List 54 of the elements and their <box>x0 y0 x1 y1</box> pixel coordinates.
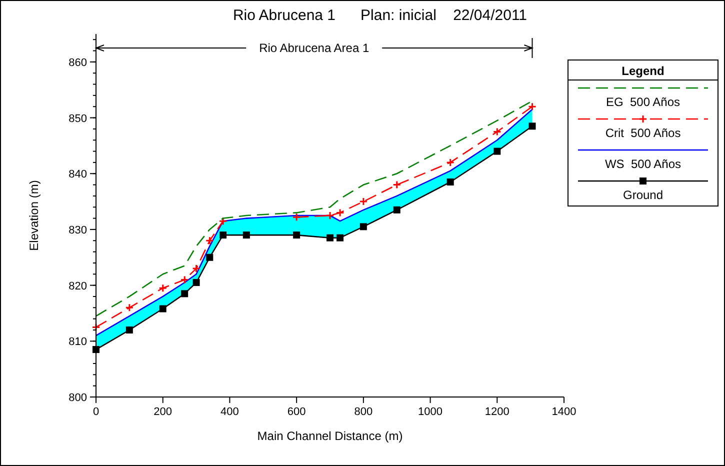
point <box>528 122 536 130</box>
point <box>393 206 400 214</box>
point <box>326 211 334 220</box>
point <box>494 148 501 155</box>
point <box>446 158 455 167</box>
point <box>392 180 402 190</box>
point <box>336 208 344 217</box>
legend-label: Ground <box>622 188 664 202</box>
point <box>292 212 301 222</box>
legend-label: Crit 500 Años <box>605 126 681 140</box>
point <box>92 322 100 332</box>
y-tick-label: 850 <box>68 112 87 125</box>
y-tick-label: 800 <box>68 392 87 404</box>
y-tick-label: 810 <box>68 336 87 348</box>
point <box>206 254 214 261</box>
point <box>192 264 201 273</box>
x-tick-label: 1200 <box>484 406 510 418</box>
point <box>192 279 200 286</box>
legend-title: Legend <box>622 64 664 78</box>
point <box>126 326 133 334</box>
point <box>492 127 502 136</box>
point <box>326 234 334 242</box>
x-tick-label: 0 <box>92 406 100 418</box>
y-tick-label: 820 <box>68 280 87 292</box>
point <box>242 232 250 239</box>
point <box>158 284 168 292</box>
x-axis-title: Main Channel Distance (m) <box>257 429 403 443</box>
y-axis-title: Elevation (m) <box>27 180 41 251</box>
point <box>528 102 536 111</box>
point <box>159 305 166 312</box>
text: WS 500 Años <box>604 157 682 171</box>
point <box>360 223 367 230</box>
x-tick-label: 200 <box>154 406 172 418</box>
x-tick-label: 1000 <box>418 406 443 418</box>
y-tick-label: 840 <box>68 168 87 181</box>
point <box>220 232 227 239</box>
x-tick-label: 600 <box>287 406 306 418</box>
point <box>218 216 228 226</box>
point <box>446 178 454 186</box>
y-tick-label: 860 <box>68 56 87 69</box>
point <box>181 290 188 298</box>
chart-title: Rio Abrucena 1 Plan: inicial 22/04/2011 <box>232 7 528 24</box>
x-tick-label: 800 <box>354 406 373 418</box>
text: EG 500 Años <box>606 95 680 109</box>
point <box>180 275 189 284</box>
point <box>336 234 344 242</box>
point <box>205 236 214 245</box>
point <box>293 232 300 239</box>
x-tick-label: 1400 <box>552 406 576 418</box>
point <box>125 303 134 312</box>
annotation: Rio Abrucena Area 1 <box>259 41 370 55</box>
x-tick-label: 400 <box>220 406 239 418</box>
point <box>359 197 368 206</box>
y-tick-label: 830 <box>68 224 87 236</box>
